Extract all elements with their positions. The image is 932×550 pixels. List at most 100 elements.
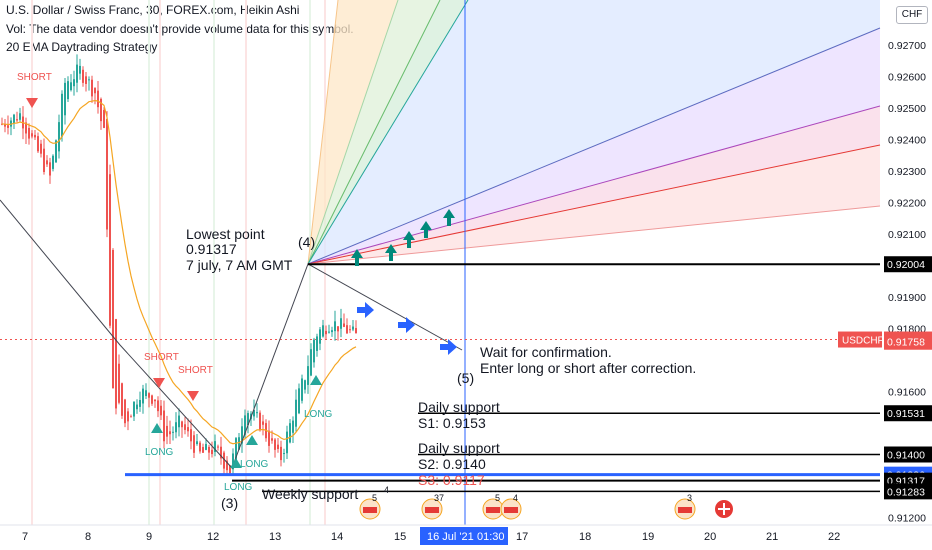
candle-body: [343, 323, 345, 327]
candle-body: [88, 79, 90, 81]
candle-body: [49, 162, 51, 176]
x-tick-label: 22: [828, 531, 840, 543]
event-count: 5: [495, 493, 500, 503]
candle-body: [346, 325, 348, 334]
candle-body: [94, 88, 96, 94]
candle-body: [124, 399, 126, 424]
candle-body: [274, 439, 276, 450]
event-count: 37: [434, 493, 444, 503]
price-label-box: [884, 446, 932, 463]
candle-body: [4, 123, 6, 127]
short-marker: [187, 391, 199, 401]
y-tick-label: 0.92400: [888, 135, 926, 147]
y-tick-label: 0.92300: [888, 166, 926, 178]
y-tick-label: 0.92500: [888, 103, 926, 115]
candle-body: [214, 441, 216, 452]
symbol-label-text: USDCHF: [842, 336, 884, 347]
candle-body: [280, 446, 282, 461]
x-tick-label: 17: [516, 531, 528, 543]
candle-body: [292, 420, 294, 433]
candle-body: [286, 431, 288, 454]
candle-body: [331, 330, 333, 333]
event-flag-stripe: [363, 507, 377, 513]
candle-body: [40, 143, 42, 154]
event-flag-stripe: [678, 507, 692, 513]
candle-body: [181, 421, 183, 428]
long-arrow: [403, 231, 415, 248]
x-tick-label: 21: [766, 531, 778, 543]
lowest-point-time: 7 july, 7 AM GMT: [186, 257, 293, 273]
lowest-point-value: 0.91317: [186, 241, 237, 257]
price-label-text: 0.91531: [887, 408, 925, 420]
long-label: LONG: [240, 459, 269, 470]
short-label: SHORT: [144, 352, 179, 363]
long-label: LONG: [224, 482, 253, 493]
short-label: SHORT: [17, 72, 52, 83]
candle-body: [316, 336, 318, 351]
wave-4-label: (4): [298, 234, 315, 250]
candle-body: [175, 422, 177, 433]
wave-5-label: (5): [457, 370, 474, 386]
candle-body: [100, 98, 102, 122]
candle-body: [58, 122, 60, 152]
candle-body: [79, 65, 81, 74]
price-label-box: [884, 333, 932, 350]
candle-body: [301, 378, 303, 401]
candle-body: [352, 326, 354, 330]
long-arrow: [351, 249, 363, 266]
candle-body: [283, 453, 285, 455]
candle-body: [253, 409, 255, 417]
right-arrow: [440, 339, 457, 355]
candle-body: [298, 388, 300, 414]
candle-body: [34, 134, 36, 138]
long-marker: [310, 375, 322, 385]
candle-body: [67, 81, 69, 100]
daily-support-3-value: S3: 0.9117: [418, 472, 485, 488]
x-tick-label: 19: [642, 531, 654, 543]
candle-body: [106, 118, 108, 230]
candle-body: [229, 465, 231, 474]
candle-body: [172, 431, 174, 433]
candle-body: [232, 453, 234, 470]
candle-body: [244, 415, 246, 435]
candle-body: [307, 366, 309, 385]
y-tick-label: 0.91600: [888, 387, 926, 399]
x-tick-label: 20: [704, 531, 716, 543]
price-label-box: [884, 483, 932, 500]
candle-body: [199, 442, 201, 452]
x-tick-label: 18: [579, 531, 591, 543]
candle-body: [64, 82, 66, 116]
x-tick-label: 9: [146, 531, 152, 543]
candle-body: [154, 399, 156, 402]
candle-body: [130, 416, 132, 418]
long-arrow: [420, 221, 432, 238]
long-label: LONG: [304, 409, 333, 420]
x-tick-label: 12: [207, 531, 219, 543]
candle-body: [163, 410, 165, 442]
candle-body: [169, 431, 171, 435]
y-tick-label: 0.92700: [888, 40, 926, 52]
candle-body: [46, 160, 48, 165]
price-label-text: 0.92004: [887, 259, 925, 271]
candle-body: [127, 411, 129, 422]
candle-body: [16, 119, 18, 121]
candle-body: [115, 319, 117, 409]
daily-support-2-value: S2: 0.9140: [418, 456, 486, 472]
currency-badge[interactable]: CHF: [896, 6, 928, 24]
candle-body: [82, 69, 84, 83]
indicator-name: 20 EMA Daytrading Strategy: [6, 40, 158, 54]
candle-body: [289, 423, 291, 443]
candle-body: [223, 452, 225, 469]
wait-note-1: Wait for confirmation.: [480, 344, 612, 360]
price-label-text: 0.91283: [887, 486, 925, 498]
fan-ray: [307, 0, 441, 265]
event-count: 4: [513, 493, 518, 503]
candle-body: [259, 412, 261, 431]
candle-body: [139, 400, 141, 407]
event-flag-stripe: [425, 507, 439, 513]
fan-ray: [307, 144, 881, 265]
candle-body: [28, 127, 30, 139]
candle-body: [295, 399, 297, 427]
daily-support-1-title: Daily support: [418, 399, 500, 415]
